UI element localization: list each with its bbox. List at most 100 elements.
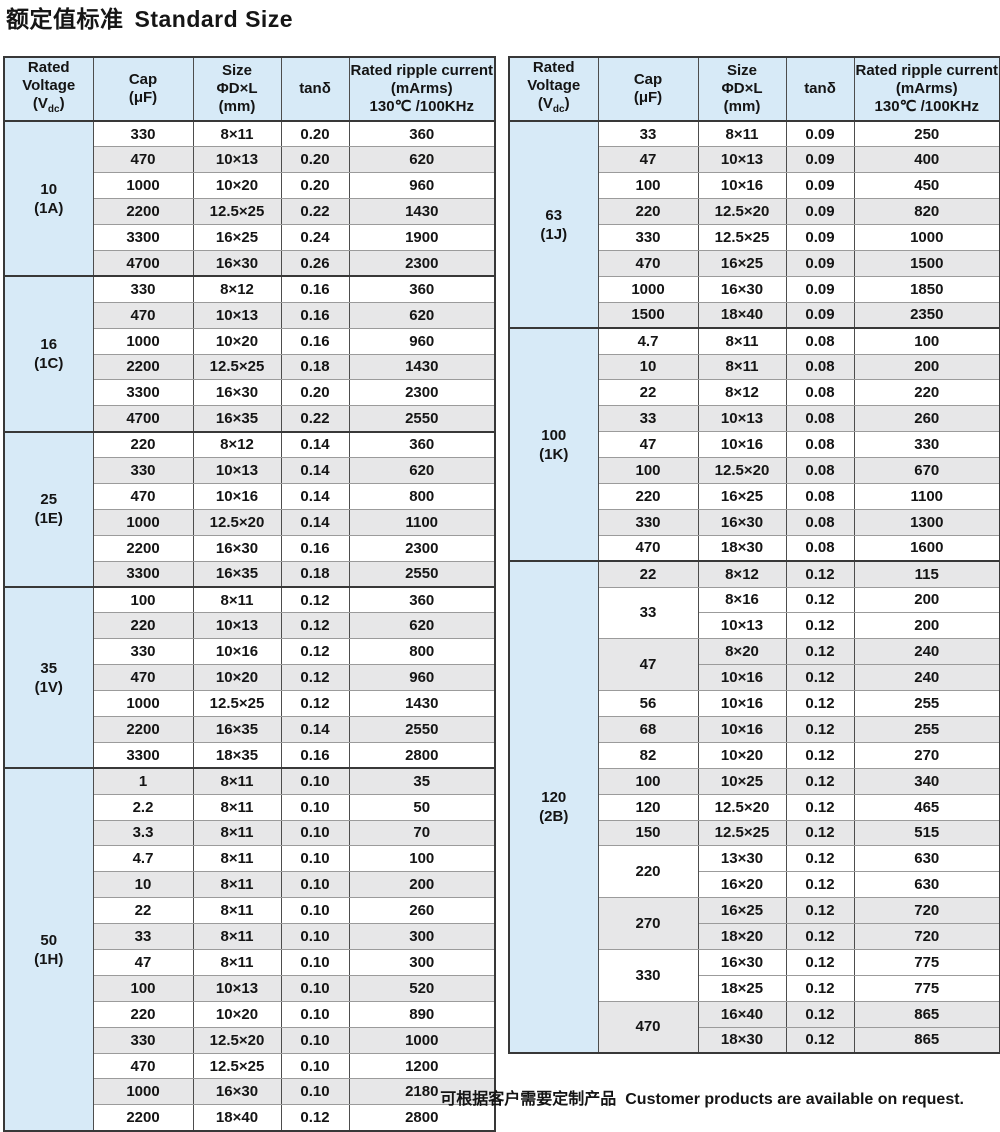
size-cell: 12.5×20 — [192, 1026, 282, 1054]
size-cell: 18×25 — [697, 974, 787, 1002]
cap-cell: 47 — [92, 949, 194, 976]
cap-cell: 2200 — [92, 1104, 194, 1132]
size-cell: 10×16 — [697, 172, 787, 200]
table-row: 2.2 8×11 0.10 50 — [4, 793, 496, 821]
cap-cell: 22 — [92, 897, 194, 925]
ripple-cell: 630 — [853, 871, 1000, 899]
ripple-cell: 1430 — [348, 690, 496, 717]
tan-cell: 0.09 — [785, 120, 855, 148]
tan-cell: 0.12 — [785, 1000, 855, 1028]
tan-cell: 0.09 — [785, 275, 855, 303]
table-row: 25 (1E) 220 8×12 0.14 360 — [3, 430, 496, 588]
tan-cell: 0.12 — [785, 690, 855, 717]
size-cell: 8×11 — [192, 586, 282, 614]
spec-table-left: Rated Voltage (Vdc) Cap (μF) Size ΦD×L (mm) tanδ… — [3, 56, 496, 1132]
ripple-cell: 200 — [853, 586, 1000, 614]
cap-cell: 330 — [597, 508, 699, 536]
ripple-cell: 360 — [348, 430, 496, 459]
cap-cell: 47 — [597, 146, 699, 174]
size-cell: 10×20 — [192, 172, 282, 200]
size-cell: 10×13 — [192, 146, 282, 174]
table-row: 2200 12.5×25 0.22 1430 — [4, 198, 496, 226]
size-cell: 12.5×25 — [192, 1052, 282, 1080]
table-row: 1500 18×40 0.09 2350 — [509, 301, 1000, 329]
table-row: 4.7 8×11 0.10 100 — [4, 845, 496, 873]
ripple-cell: 200 — [853, 612, 1000, 640]
table-row: 100 10×25 0.12 340 — [509, 767, 1000, 795]
col-header-ripple: Rated ripple current (mArms) 130℃ /100KHz — [348, 56, 496, 122]
ripple-cell: 2550 — [348, 560, 496, 588]
tan-cell: 0.12 — [785, 845, 855, 873]
ripple-cell: 70 — [348, 819, 496, 847]
ripple-cell: 865 — [853, 1000, 1000, 1028]
table-row: 18×30 0.12 865 — [509, 1026, 1000, 1054]
tan-cell: 0.08 — [785, 405, 855, 433]
tan-cell: 0.14 — [280, 457, 350, 484]
cap-cell: 2200 — [92, 715, 194, 743]
tan-cell: 0.12 — [785, 1026, 855, 1054]
tan-cell: 0.12 — [785, 715, 855, 743]
cap-cell: 4700 — [92, 249, 194, 277]
ripple-cell: 960 — [348, 172, 496, 200]
size-cell: 16×35 — [192, 560, 282, 588]
footer-note-zh: 可根据客户需要定制产品 — [440, 1091, 617, 1108]
cap-cell: 220 — [92, 430, 194, 459]
cap-cell: 3.3 — [92, 819, 194, 847]
cap-cell: 220 — [597, 482, 699, 510]
footer-note-en: Customer products are available on reque… — [625, 1091, 964, 1108]
size-cell: 16×25 — [697, 249, 787, 277]
table-row: 470 10×13 0.16 620 — [4, 301, 496, 329]
ripple-cell: 800 — [348, 482, 496, 510]
ripple-cell: 1430 — [348, 198, 496, 226]
tan-cell: 0.12 — [785, 923, 855, 950]
size-cell: 8×11 — [192, 120, 282, 148]
tan-cell: 0.10 — [280, 1052, 350, 1080]
table-row: 33 8×16 0.12 200 — [509, 586, 1000, 640]
table-row: 470 10×13 0.20 620 — [4, 146, 496, 174]
cap-cell: 470 — [92, 146, 194, 174]
voltage-cell: 63 (1J) — [508, 119, 599, 329]
cap-cell: 4.7 — [92, 845, 194, 873]
cap-cell: 47 — [597, 431, 699, 459]
tan-cell: 0.20 — [280, 172, 350, 200]
cap-cell: 1000 — [92, 690, 194, 717]
cap-cell: 47 — [597, 638, 699, 692]
tan-cell: 0.09 — [785, 249, 855, 277]
tan-cell: 0.12 — [785, 793, 855, 821]
ripple-cell: 2800 — [348, 741, 496, 769]
ripple-cell: 250 — [853, 120, 1000, 148]
tan-cell: 0.09 — [785, 146, 855, 174]
tan-cell: 0.18 — [280, 560, 350, 588]
cap-cell: 1000 — [597, 275, 699, 303]
col-header-tand: tanδ — [785, 56, 855, 122]
size-cell: 10×16 — [192, 638, 282, 666]
tan-cell: 0.08 — [785, 327, 855, 355]
voltage-cell: 10 (1A) — [3, 119, 94, 277]
ripple-cell: 270 — [853, 741, 1000, 769]
size-cell: 18×30 — [697, 1026, 787, 1054]
cap-cell: 33 — [597, 405, 699, 433]
size-cell: 12.5×20 — [697, 457, 787, 484]
cap-cell: 82 — [597, 741, 699, 769]
size-cell: 12.5×20 — [192, 508, 282, 536]
ripple-cell: 820 — [853, 198, 1000, 226]
ripple-cell: 1300 — [853, 508, 1000, 536]
table-row: 2200 12.5×25 0.18 1430 — [4, 353, 496, 381]
tan-cell: 0.26 — [280, 249, 350, 277]
size-cell: 16×30 — [192, 249, 282, 277]
cap-cell: 120 — [597, 793, 699, 821]
table-row: 1000 10×20 0.20 960 — [4, 172, 496, 200]
size-cell: 12.5×25 — [192, 690, 282, 717]
cap-cell: 3300 — [92, 741, 194, 769]
table-row: 330 12.5×20 0.10 1000 — [4, 1026, 496, 1054]
ripple-cell: 620 — [348, 612, 496, 640]
cap-cell: 1 — [92, 767, 194, 795]
size-cell: 12.5×20 — [697, 198, 787, 226]
footer-note: 可根据客户需要定制产品 Customer products are availab… — [440, 1085, 964, 1109]
tan-cell: 0.09 — [785, 198, 855, 226]
ripple-cell: 630 — [853, 845, 1000, 873]
cap-cell: 100 — [92, 974, 194, 1002]
ripple-cell: 1200 — [348, 1052, 496, 1080]
ripple-cell: 2300 — [348, 534, 496, 562]
size-cell: 16×25 — [697, 897, 787, 925]
